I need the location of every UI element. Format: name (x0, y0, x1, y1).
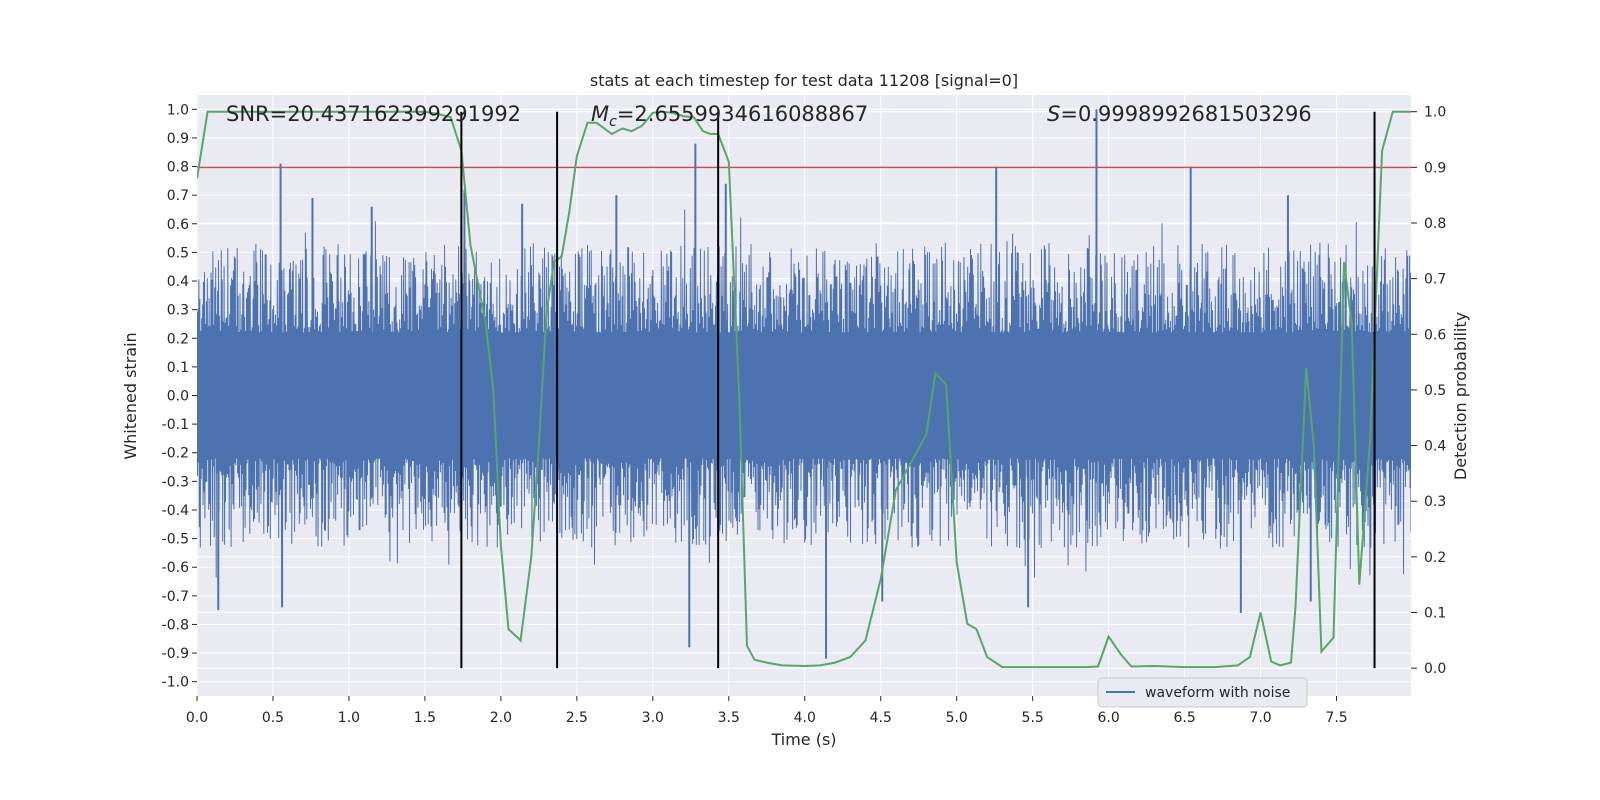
y-tick-label: -0.4 (162, 503, 189, 519)
x-tick-label: 6.0 (1098, 710, 1120, 726)
x-tick-label: 5.0 (946, 710, 968, 726)
y-tick-label: -1.0 (162, 675, 189, 691)
x-tick-label: 3.0 (642, 710, 664, 726)
y-tick-label: -0.1 (162, 417, 189, 433)
right-tick-label: 0.4 (1424, 439, 1446, 455)
y-axis-ticks: 1.0 0.9 0.8 0.7 0.6 0.5 0.4 0.3 0.2 0.1 0.0 -0.1 -0.… (162, 102, 197, 691)
right-tick-label: 0.7 (1424, 272, 1446, 288)
chart-title: stats at each timestep for test data 112… (590, 71, 1018, 90)
legend-label: waveform with noise (1145, 685, 1290, 701)
right-axis-label: Detection probability (1451, 312, 1470, 480)
x-axis-label: Time (s) (770, 730, 836, 749)
x-tick-label: 3.5 (718, 710, 740, 726)
x-tick-label: 2.5 (566, 710, 588, 726)
chirp-mass-symbol: M (591, 102, 609, 126)
right-tick-label: 1.0 (1424, 105, 1446, 121)
y-tick-label: 0.2 (167, 331, 189, 347)
y-tick-label: -0.6 (162, 560, 189, 576)
s-value: =0.9998992681503296 (1060, 102, 1311, 126)
chirp-mass-annotation: Mc=2.6559934616088867 (591, 102, 868, 130)
y-tick-label: 0.7 (167, 188, 189, 204)
y-tick-label: -0.7 (162, 589, 189, 605)
x-tick-label: 2.0 (490, 710, 512, 726)
x-tick-label: 5.5 (1022, 710, 1044, 726)
legend-box (1097, 677, 1308, 708)
x-tick-label: 6.5 (1173, 710, 1195, 726)
right-axis-ticks: 1.0 0.9 0.8 0.7 0.6 0.5 0.4 0.3 0.2 0.1 0.0 (1411, 105, 1446, 677)
chirp-mass-subscript: c (609, 114, 617, 130)
chirp-mass-value: =2.6559934616088867 (617, 102, 868, 126)
s-annotation: S=0.9998992681503296 (1047, 102, 1312, 126)
y-tick-label: 0.9 (167, 131, 189, 147)
x-tick-label: 4.0 (794, 710, 816, 726)
y-tick-label: 0.1 (167, 360, 189, 376)
right-tick-label: 0.3 (1424, 494, 1446, 510)
right-tick-label: 0.5 (1424, 383, 1446, 399)
y-tick-label: -0.2 (162, 446, 189, 462)
y-tick-label: -0.8 (162, 617, 189, 633)
right-tick-label: 0.2 (1424, 550, 1446, 566)
x-tick-label: 4.5 (870, 710, 892, 726)
x-axis-ticks: 0.0 0.5 1.0 1.5 2.0 2.5 3.0 3.5 4.0 4.5 5.0 5.5 6.0 6… (186, 696, 1348, 726)
y-tick-label: 0.5 (167, 245, 189, 261)
x-tick-label: 7.0 (1249, 710, 1271, 726)
x-tick-label: 1.5 (414, 710, 436, 726)
x-tick-label: 0.0 (186, 710, 208, 726)
y-tick-label: 1.0 (167, 102, 189, 118)
event-marker-lines (460, 111, 1376, 669)
y-tick-label: 0.3 (167, 303, 189, 319)
y-tick-label: -0.3 (162, 474, 189, 490)
x-tick-label: 0.5 (262, 710, 284, 726)
waveform-spikes (217, 109, 1312, 659)
y-tick-label: 0.8 (167, 160, 189, 176)
right-tick-label: 0.9 (1424, 160, 1446, 176)
y-tick-label: -0.9 (162, 646, 189, 662)
right-tick-label: 0.6 (1424, 327, 1446, 343)
x-tick-label: 7.5 (1325, 710, 1347, 726)
y-axis-label: Whitened strain (121, 332, 140, 459)
s-symbol: S (1047, 102, 1060, 126)
right-tick-label: 0.8 (1424, 216, 1446, 232)
detection-probability-line (197, 110, 1411, 669)
snr-annotation: SNR=20.437162399291992 (226, 102, 521, 126)
x-tick-label: 1.0 (338, 710, 360, 726)
y-tick-label: -0.5 (162, 532, 189, 548)
y-tick-label: 0.6 (167, 217, 189, 233)
right-tick-label: 0.1 (1424, 606, 1446, 622)
waveform-series-line (197, 209, 1411, 578)
right-tick-label: 0.0 (1424, 661, 1446, 677)
legend: waveform with noise (1097, 677, 1308, 708)
y-tick-label: 0.0 (167, 389, 189, 405)
y-tick-label: 0.4 (167, 274, 189, 290)
